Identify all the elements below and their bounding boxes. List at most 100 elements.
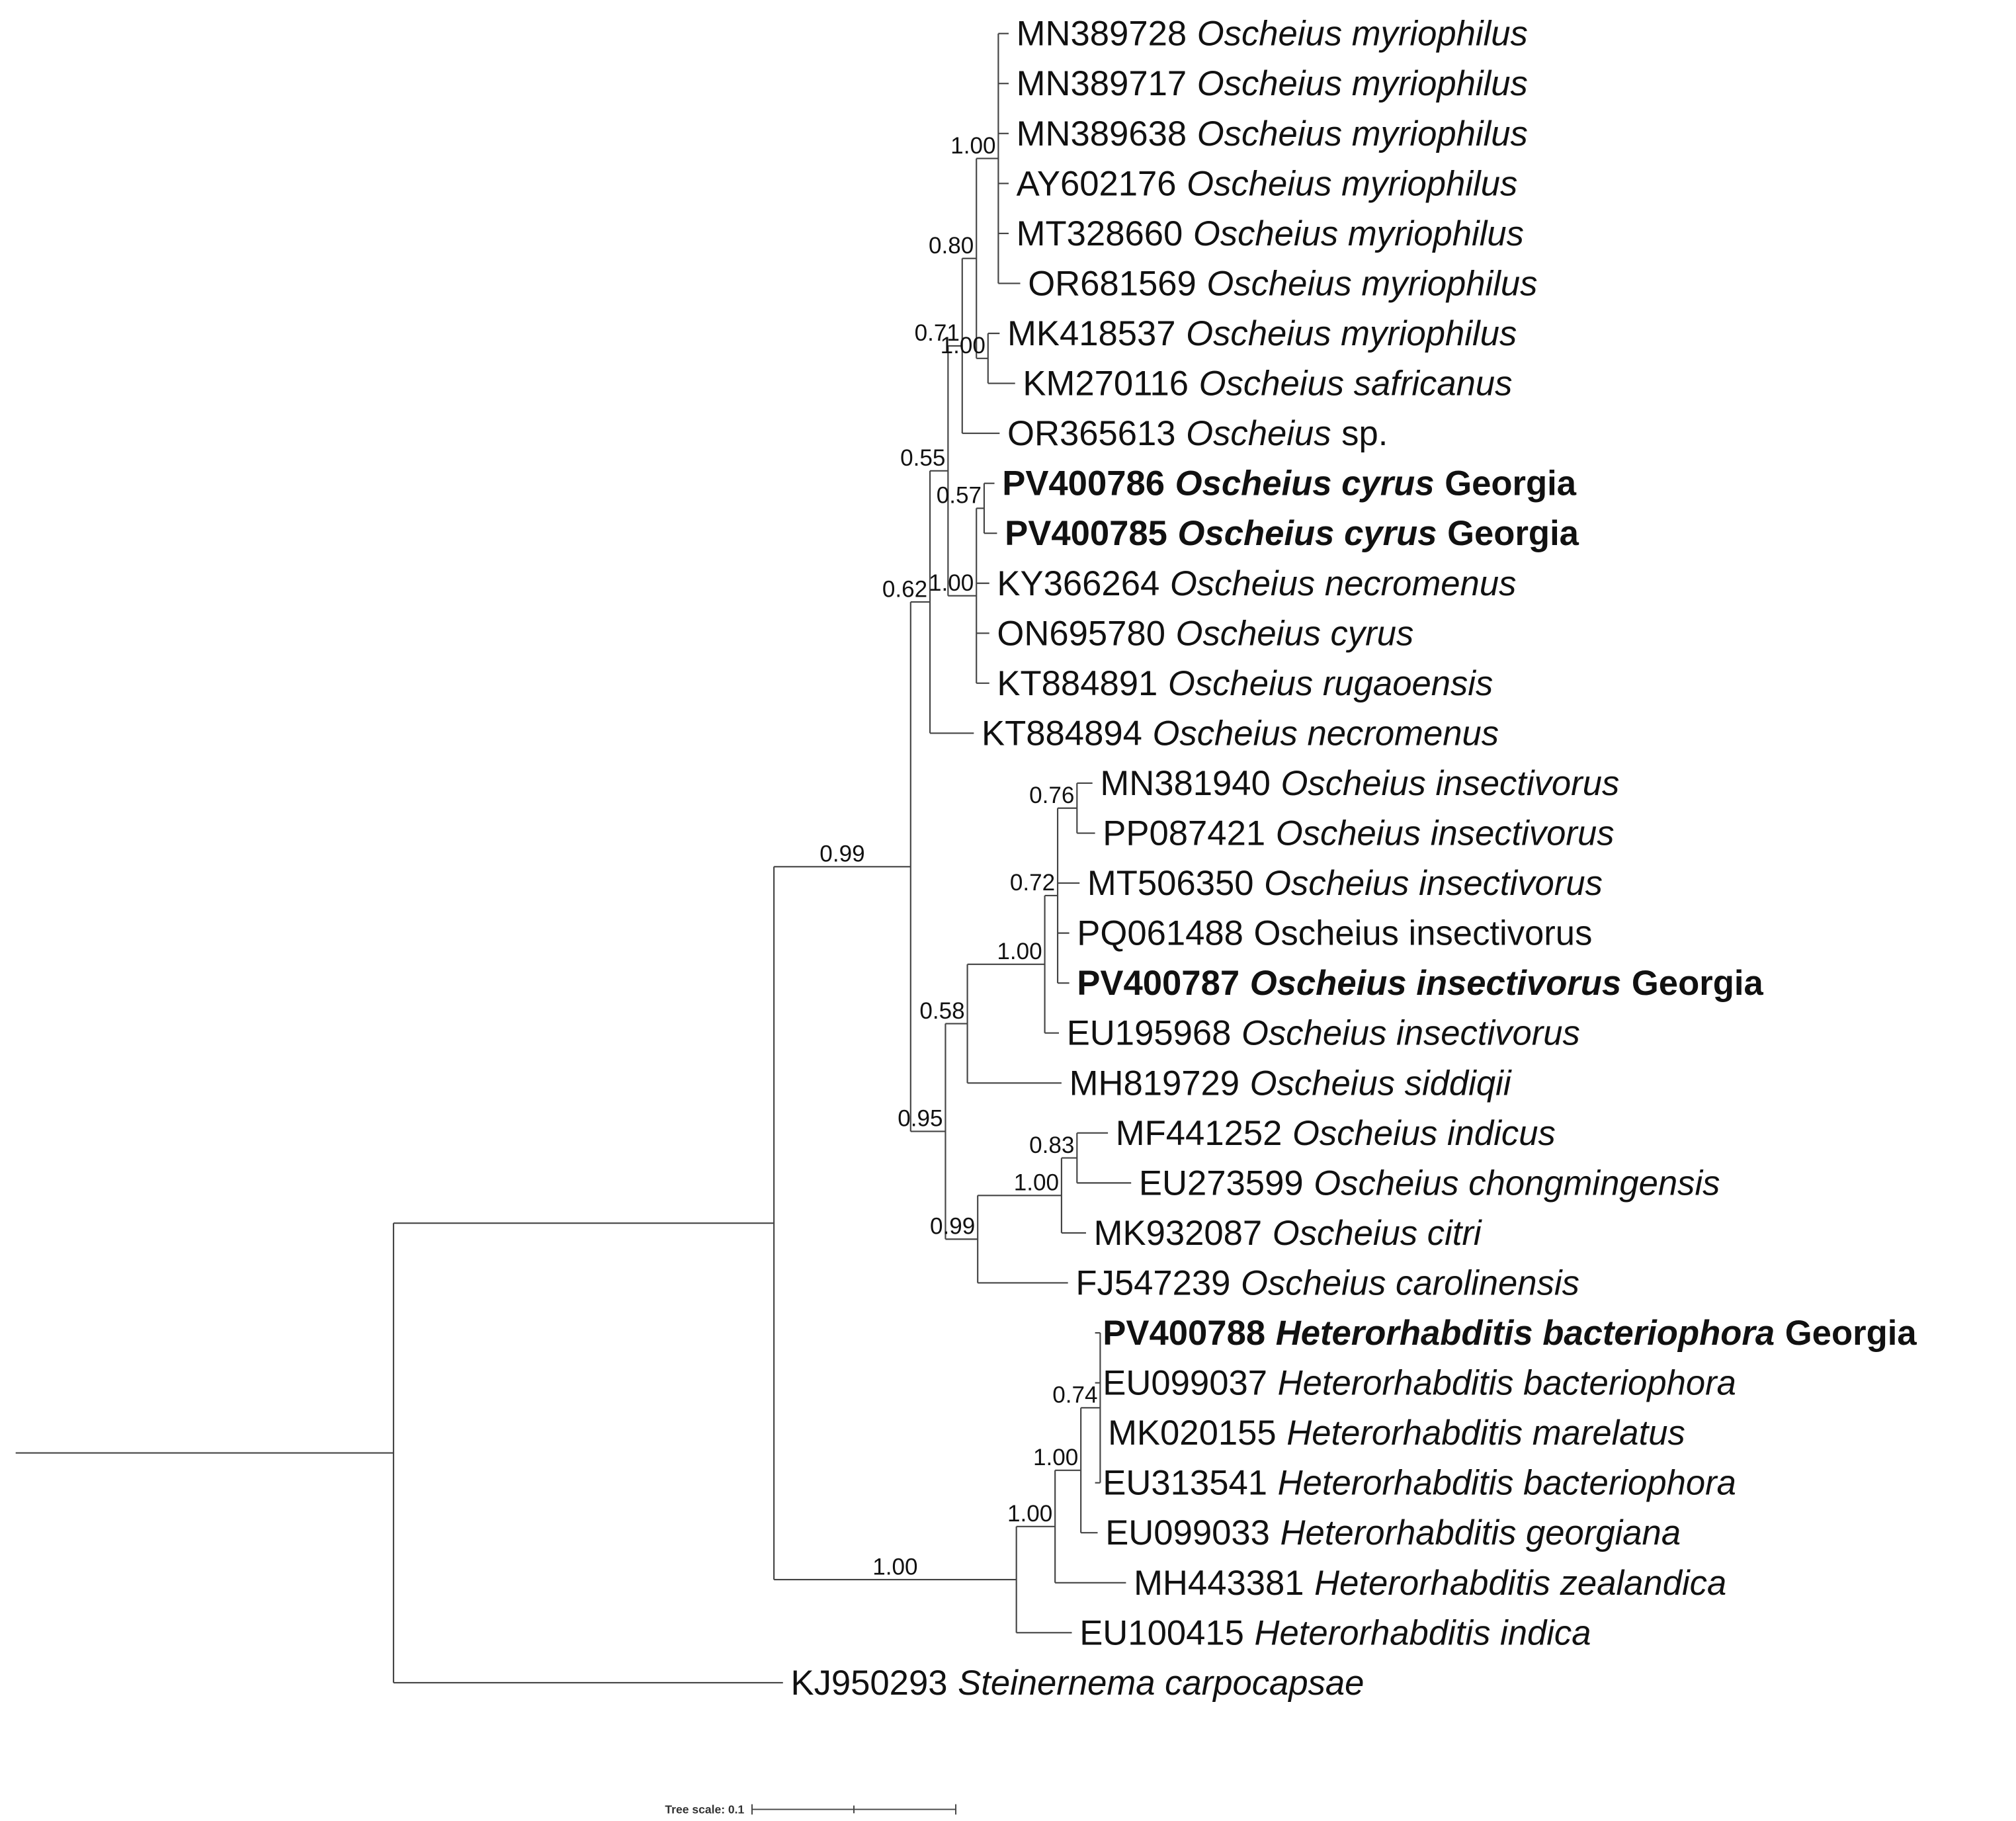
accession: MN389728 xyxy=(1017,14,1187,53)
scale-bar xyxy=(751,1804,957,1815)
support-value: 1.00 xyxy=(997,939,1042,964)
support-value: 1.00 xyxy=(1033,1445,1078,1470)
support-value: 1.00 xyxy=(1007,1501,1052,1527)
accession: KY366264 xyxy=(997,564,1159,603)
accession: EU273599 xyxy=(1139,1164,1304,1203)
leaf-label: MK020155 Heterorhabditis marelatus xyxy=(1108,1414,1685,1453)
leaf-label: MH819729 Oscheius siddiqii xyxy=(1070,1064,1512,1103)
species: Heterorhabditis zealandica xyxy=(1314,1563,1726,1602)
species: Oscheius myriophilus xyxy=(1193,214,1524,253)
tree-scale-label: Tree scale: 0.1 xyxy=(665,1802,744,1816)
accession: FJ547239 xyxy=(1075,1263,1230,1302)
accession: PV400788 xyxy=(1103,1314,1265,1353)
leaf-label: AY602176 Oscheius myriophilus xyxy=(1017,164,1518,203)
species: Heterorhabditis bacteriophora xyxy=(1278,1463,1736,1502)
accession: EU099033 xyxy=(1105,1513,1270,1552)
accession: OR681569 xyxy=(1028,264,1197,303)
support-value: 0.72 xyxy=(1010,870,1055,896)
branches xyxy=(15,32,1132,1683)
leaf-label: MN389638 Oscheius myriophilus xyxy=(1017,114,1528,153)
leaf-label: MN381940 Oscheius insectivorus xyxy=(1100,763,1619,802)
accession: KM270116 xyxy=(1023,364,1189,403)
leaf-label: MN389728 Oscheius myriophilus xyxy=(1017,14,1528,53)
support-value: 1.00 xyxy=(872,1554,917,1580)
species: Oscheius cyrus xyxy=(1178,514,1437,553)
leaf-label: KM270116 Oscheius safricanus xyxy=(1023,364,1512,403)
species: Oscheius myriophilus xyxy=(1187,164,1517,203)
species: Oscheius myriophilus xyxy=(1206,264,1537,303)
accession: MT506350 xyxy=(1087,864,1254,903)
species: Oscheius insectivorus xyxy=(1250,964,1622,1003)
accession: MN389638 xyxy=(1017,114,1187,153)
leaf-label: PQ061488 Oscheius insectivorus xyxy=(1077,913,1592,953)
accession: KJ950293 xyxy=(790,1663,947,1702)
species: Heterorhabditis bacteriophora xyxy=(1276,1314,1775,1353)
label-suffix: Georgia xyxy=(1447,514,1579,553)
support-value: 0.57 xyxy=(937,483,982,509)
support-value: 0.76 xyxy=(1029,783,1074,808)
leaf-label: EU099033 Heterorhabditis georgiana xyxy=(1105,1513,1681,1552)
support-value: 0.58 xyxy=(919,998,964,1024)
accession: PP087421 xyxy=(1103,814,1265,853)
species: Heterorhabditis marelatus xyxy=(1286,1414,1685,1453)
species: Oscheius safricanus xyxy=(1199,364,1513,403)
accession: KT884894 xyxy=(982,714,1142,753)
support-value: 0.80 xyxy=(929,233,974,259)
support-value: 1.00 xyxy=(1014,1169,1059,1195)
species: Steinernema carpocapsae xyxy=(958,1663,1364,1702)
support-value: 1.00 xyxy=(950,133,995,159)
accession: MH819729 xyxy=(1070,1064,1239,1103)
species: Oscheius necromenus xyxy=(1170,564,1517,603)
species: Heterorhabditis indica xyxy=(1255,1613,1591,1652)
leaf-label: PV400785 Oscheius cyrus Georgia xyxy=(1005,514,1579,553)
leaf-label: MK932087 Oscheius citri xyxy=(1094,1213,1482,1252)
leaf-label: PV400788 Heterorhabditis bacteriophora Geo… xyxy=(1103,1314,1917,1353)
accession: EU313541 xyxy=(1103,1463,1267,1502)
leaf-label: EU100415 Heterorhabditis indica xyxy=(1079,1613,1591,1652)
leaf-label: MT506350 Oscheius insectivorus xyxy=(1087,864,1603,903)
leaf-label: FJ547239 Oscheius carolinensis xyxy=(1075,1263,1579,1302)
species: Oscheius carolinensis xyxy=(1241,1263,1579,1302)
species: Oscheius insectivorus xyxy=(1254,913,1593,953)
support-value: 0.99 xyxy=(930,1214,975,1240)
leaf-label: KY366264 Oscheius necromenus xyxy=(997,564,1516,603)
species: Oscheius insectivorus xyxy=(1241,1013,1580,1052)
accession: PV400785 xyxy=(1005,514,1167,553)
accession: PV400786 xyxy=(1002,464,1165,503)
accession: AY602176 xyxy=(1017,164,1177,203)
accession: MT328660 xyxy=(1017,214,1183,253)
species: Oscheius indicus xyxy=(1292,1113,1556,1152)
support-value: 0.99 xyxy=(819,841,864,867)
leaf-label: EU313541 Heterorhabditis bacteriophora xyxy=(1103,1463,1736,1502)
species: Oscheius insectivorus xyxy=(1281,763,1619,802)
leaf-label: EU195968 Oscheius insectivorus xyxy=(1067,1013,1580,1052)
leaf-label: MK418537 Oscheius myriophilus xyxy=(1007,314,1517,353)
leaf-label: MF441252 Oscheius indicus xyxy=(1116,1113,1556,1152)
accession: MK418537 xyxy=(1007,314,1176,353)
species: Oscheius insectivorus xyxy=(1264,864,1603,903)
species: Oscheius insectivorus xyxy=(1276,814,1615,853)
support-value: 0.74 xyxy=(1052,1382,1097,1408)
accession: EU099037 xyxy=(1103,1363,1267,1402)
accession: MK932087 xyxy=(1094,1213,1263,1252)
support-value: 0.95 xyxy=(898,1106,943,1132)
leaf-label: ON695780 Oscheius cyrus xyxy=(997,614,1413,653)
leaf-label: OR681569 Oscheius myriophilus xyxy=(1028,264,1537,303)
species: Heterorhabditis georgiana xyxy=(1281,1513,1681,1552)
accession: PQ061488 xyxy=(1077,913,1243,953)
support-value: 0.83 xyxy=(1029,1132,1074,1158)
species: Oscheius myriophilus xyxy=(1197,64,1528,103)
species: Oscheius citri xyxy=(1273,1213,1482,1252)
species: Oscheius siddiqii xyxy=(1250,1064,1512,1103)
support-value: 0.62 xyxy=(882,576,927,602)
label-suffix: sp. xyxy=(1341,414,1388,453)
leaf-label: PV400786 Oscheius cyrus Georgia xyxy=(1002,464,1577,503)
species: Oscheius myriophilus xyxy=(1197,114,1528,153)
leaf-label: MH443381 Heterorhabditis zealandica xyxy=(1134,1563,1726,1602)
accession: MH443381 xyxy=(1134,1563,1304,1602)
support-value: 0.55 xyxy=(900,445,945,471)
support-value: 1.00 xyxy=(929,570,974,596)
leaf-label: MT328660 Oscheius myriophilus xyxy=(1017,214,1524,253)
